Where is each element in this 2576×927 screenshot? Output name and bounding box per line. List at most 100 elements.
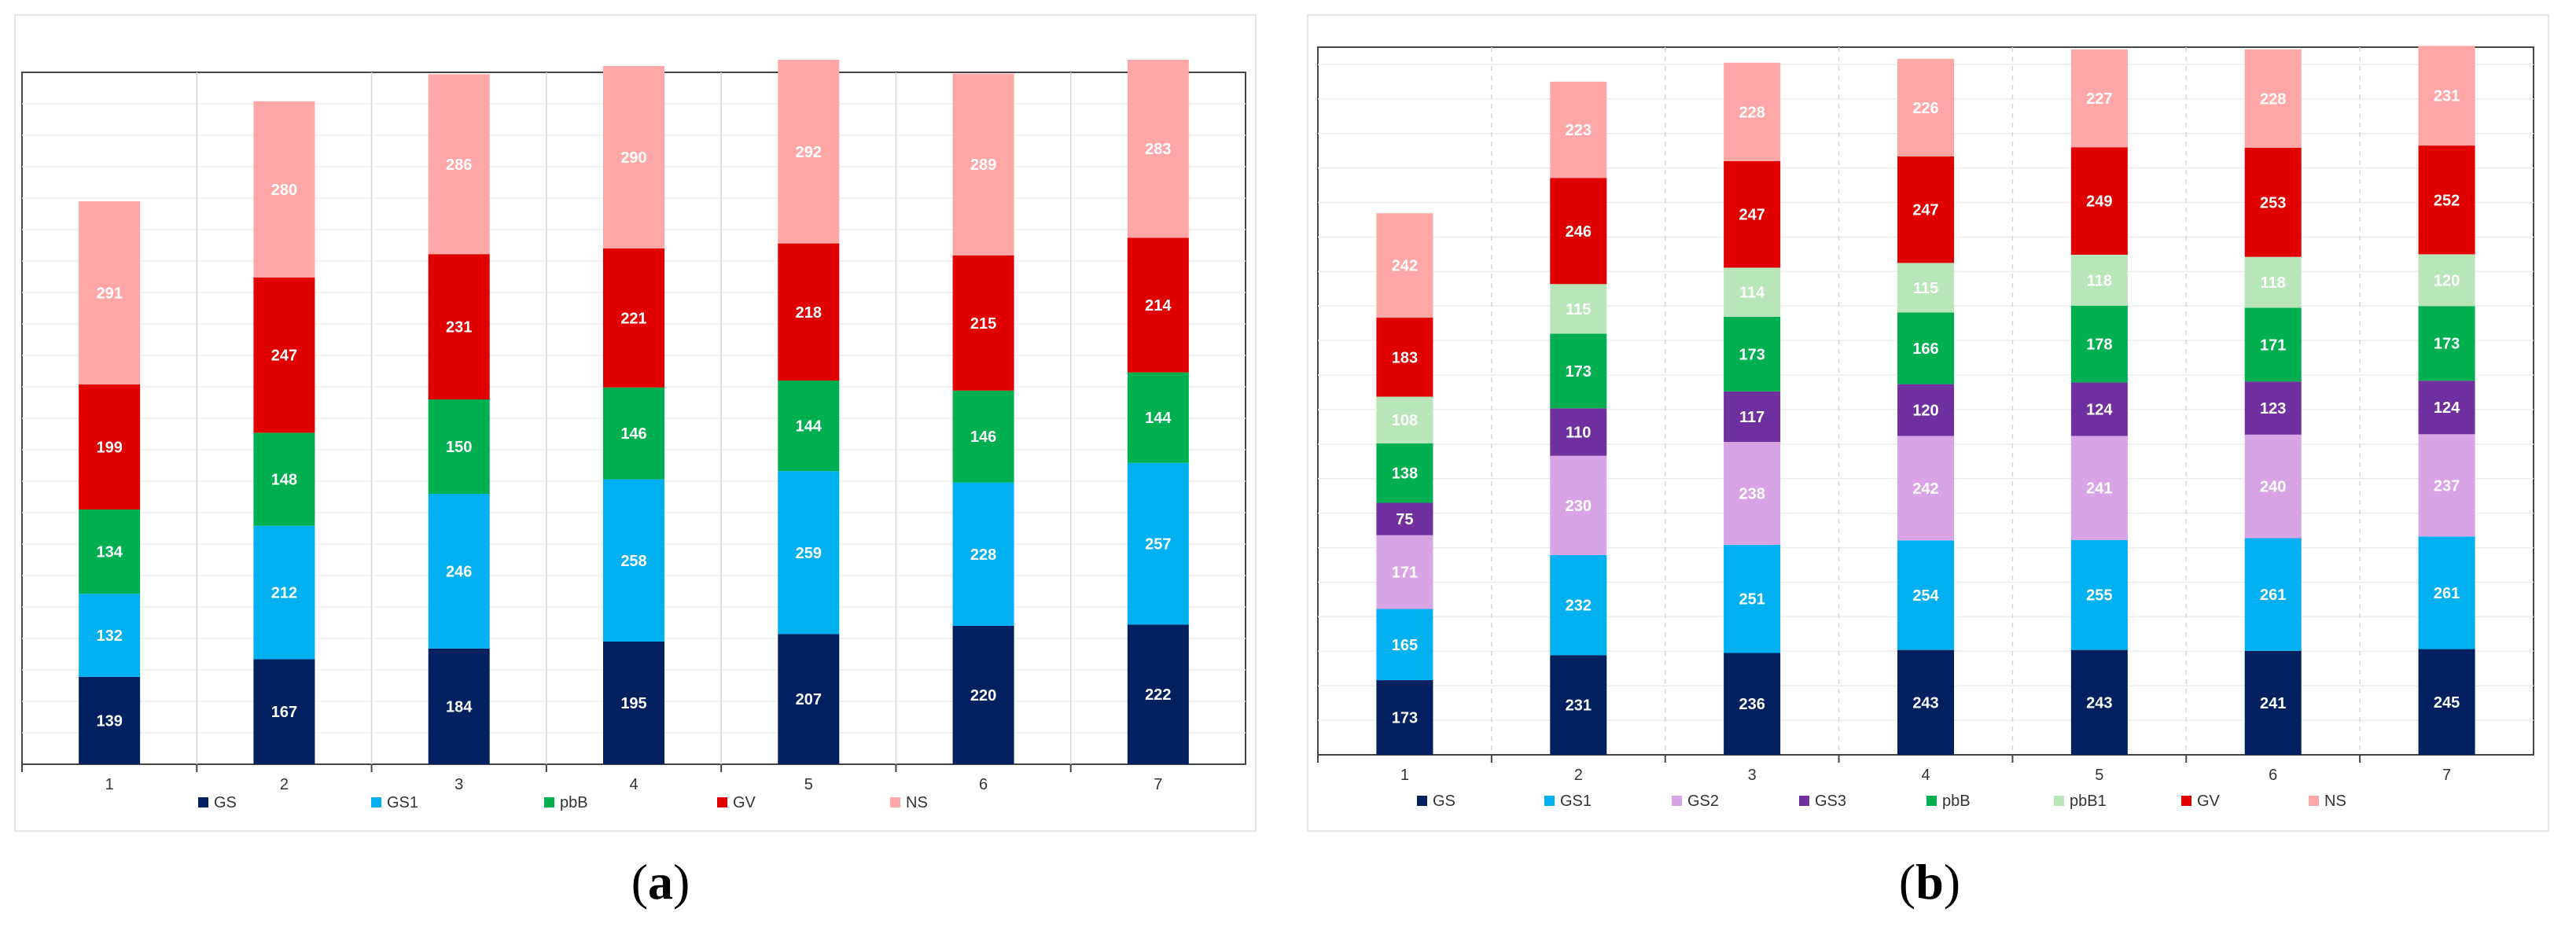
caption-a: (a)	[503, 853, 818, 911]
bar-segment-pbb	[603, 387, 664, 480]
data-label: 227	[2086, 90, 2112, 108]
bar-segment-ns	[1550, 81, 1607, 178]
data-label: 238	[1739, 485, 1765, 502]
data-label: 259	[796, 545, 822, 562]
chart-panel-b: 173 165 171 75 138 108 183 242 1 231 232 230 110 173 1…	[1307, 14, 2549, 832]
data-label: 249	[2086, 193, 2112, 211]
legend-label-ns: NS	[906, 794, 928, 811]
legend-swatch-gs2	[1672, 796, 1682, 806]
data-label: 118	[2087, 272, 2112, 289]
bar-segment-gs3	[2244, 381, 2302, 435]
legend-label-gs3: GS3	[1815, 793, 1846, 810]
legend-swatch-pbb	[544, 797, 554, 807]
bar-segment-gs1	[1550, 554, 1607, 656]
caption-a-close: )	[673, 854, 690, 910]
data-label: 251	[1739, 591, 1765, 609]
data-label: 173	[1739, 346, 1765, 363]
data-label: 117	[1739, 409, 1765, 426]
data-label: 241	[2086, 480, 2112, 498]
bar-segment-pbb	[1724, 316, 1781, 392]
data-label: 222	[1145, 686, 1171, 704]
caption-b-open: (	[1898, 854, 1916, 910]
data-label: 184	[446, 698, 473, 715]
data-label: 242	[1912, 480, 1938, 498]
data-label: 290	[620, 149, 646, 167]
bar-segment-gs1	[603, 479, 664, 642]
data-label: 247	[1912, 202, 1938, 219]
data-label: 247	[271, 348, 297, 365]
bar-segment-pbb	[952, 390, 1014, 483]
data-label: 253	[2260, 194, 2286, 212]
legend-label-gs2: GS2	[1687, 793, 1719, 810]
bar-segment-pbb	[428, 399, 490, 494]
data-label: 261	[2260, 587, 2286, 604]
bar-segment-gv	[603, 248, 664, 388]
data-label: 139	[96, 712, 122, 730]
stacked-bar-chart-a: 1391321341992911167212148247280218424615…	[21, 60, 1246, 811]
bar-segment-pbb1	[2418, 254, 2475, 307]
bar-segment-ns	[778, 60, 840, 244]
x-tick-label: 4	[1921, 767, 1930, 784]
data-label: 242	[1392, 258, 1418, 275]
data-label: 231	[2434, 88, 2460, 105]
bar-segment-gv	[1897, 156, 1954, 263]
legend-label-gs: GS	[214, 794, 237, 811]
bar-segment-gs3	[2418, 381, 2475, 435]
data-label: 178	[2086, 337, 2112, 354]
bar-segment-gv	[79, 384, 141, 509]
data-label: 150	[446, 439, 472, 456]
data-label: 223	[1566, 122, 1592, 139]
x-tick-label: 3	[454, 776, 463, 793]
bar-segment-gs	[778, 634, 840, 764]
legend-swatch-ns	[890, 797, 900, 807]
bar-segment-gv	[2070, 147, 2128, 255]
data-label: 134	[96, 544, 123, 561]
data-label: 241	[2260, 695, 2286, 712]
data-label: 221	[620, 310, 646, 327]
legend-label-pbb: pbB	[1942, 793, 1971, 810]
data-label: 240	[2260, 479, 2286, 496]
data-label: 243	[1912, 694, 1938, 712]
data-label: 261	[2434, 585, 2460, 602]
bar-segment-gs1	[253, 525, 315, 660]
chart-panel-a: 139 132 134 199 291 1 167 212 148 247 280 2 184 246 15…	[14, 14, 1257, 832]
data-label: 286	[446, 156, 472, 174]
bar-segment-ns	[253, 101, 315, 278]
data-label: 183	[1392, 349, 1418, 366]
bar-segment-pbb	[1127, 372, 1189, 463]
data-label: 124	[2086, 401, 2113, 418]
data-label: 115	[1566, 301, 1591, 318]
data-label: 254	[1912, 587, 1939, 605]
data-label: 132	[96, 627, 122, 645]
data-label: 199	[96, 439, 122, 456]
data-label: 247	[1739, 207, 1765, 224]
bar-segment-pbb	[79, 509, 141, 594]
bar-segment-gv	[2418, 145, 2475, 255]
bar-segment-gs	[1550, 655, 1607, 755]
legend-swatch-ns	[2309, 796, 2319, 806]
data-label: 195	[620, 695, 646, 712]
bar-segment-gs1	[2070, 539, 2128, 650]
bar-segment-gv	[1376, 318, 1433, 397]
bar-segment-gs	[253, 659, 315, 764]
x-tick-label: 7	[2442, 767, 2451, 784]
bar-segment-gs	[2244, 650, 2302, 755]
bar-segment-gs2	[2244, 434, 2302, 539]
bar-segment-pbb1	[1724, 267, 1781, 317]
bar-segment-gs	[1724, 653, 1781, 755]
data-label: 291	[96, 285, 122, 302]
bar-segment-ns	[603, 66, 664, 248]
bar-segment-ns	[1897, 58, 1954, 156]
bar-segment-pbb1	[1376, 396, 1433, 443]
data-label: 173	[1392, 710, 1418, 727]
bar-segment-gs1	[2244, 538, 2302, 651]
data-label: 212	[271, 585, 297, 602]
bar-segment-gs	[1376, 680, 1433, 755]
bar-segment-gv	[1724, 160, 1781, 268]
bar-segment-gs	[603, 642, 664, 764]
bar-segment-gs1	[1724, 544, 1781, 653]
bar-segment-gs	[1127, 624, 1189, 764]
data-label: 166	[1912, 340, 1938, 358]
bar-segment-gs1	[778, 471, 840, 635]
x-tick-label: 5	[2095, 767, 2103, 784]
